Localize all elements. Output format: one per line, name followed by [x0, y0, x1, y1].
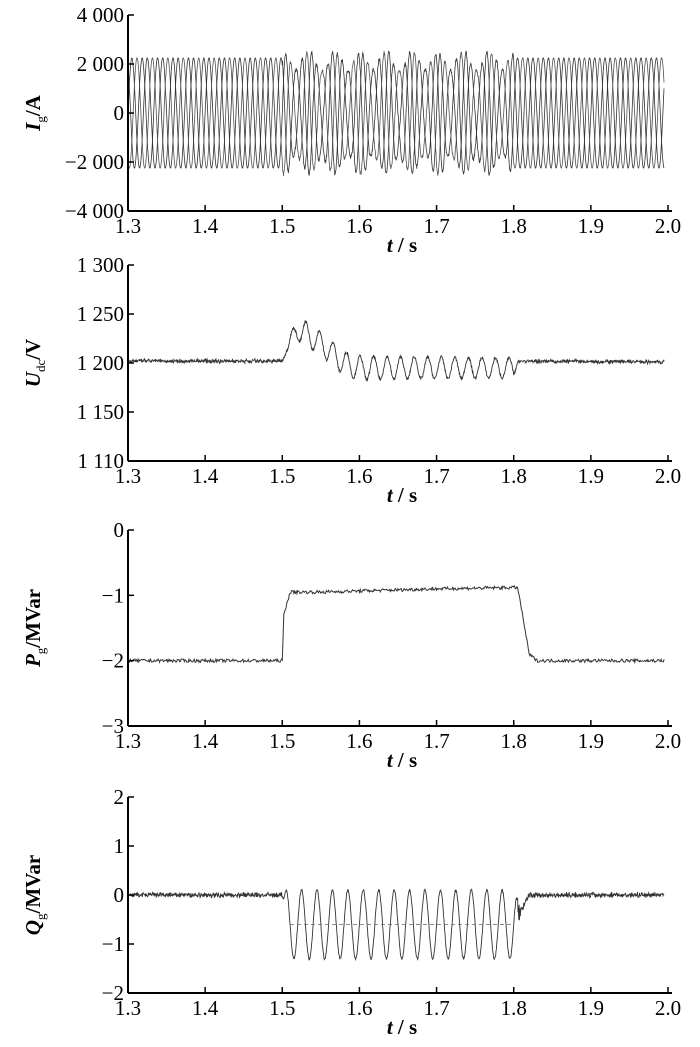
- x-label-symbol: t: [387, 748, 394, 772]
- y-tick-label: −2: [102, 981, 124, 1005]
- x-tick-label: 1.7: [423, 729, 449, 753]
- y-label-subscript: g: [33, 116, 48, 123]
- x-tick-label: 1.7: [423, 996, 449, 1020]
- x-label-symbol: t: [387, 233, 394, 257]
- x-tick-label: 2.0: [655, 729, 681, 753]
- x-tick-label: 1.8: [501, 729, 527, 753]
- x-tick-label: 1.4: [192, 996, 219, 1020]
- y-label-subscript: g: [33, 647, 48, 654]
- y-tick-label: 1: [114, 834, 125, 858]
- x-axis-label: t / s: [387, 483, 417, 507]
- y-label-subscript: g: [33, 913, 48, 920]
- x-axis-label: t / s: [387, 1015, 417, 1039]
- y-tick-label: 0: [114, 101, 125, 125]
- y-axis-label: Pg/MVar: [21, 589, 48, 668]
- y-tick-label: 0: [114, 883, 125, 907]
- x-tick-label: 1.8: [501, 214, 527, 238]
- y-tick-label: 1 110: [78, 449, 124, 473]
- y-label-unit: /MVar: [21, 855, 45, 915]
- x-tick-label: 1.6: [346, 729, 372, 753]
- y-tick-label: 1 300: [77, 253, 124, 277]
- x-tick-label: 1.7: [423, 464, 449, 488]
- x-tick-label: 2.0: [655, 996, 681, 1020]
- x-label-unit: / s: [393, 748, 418, 772]
- x-tick-label: 2.0: [655, 214, 681, 238]
- x-tick-label: 1.5: [269, 729, 295, 753]
- subplot-3: 0 −1 −2 −31.3 1.4 1.5 1.6 1.7 1.8 1.9 2.0 t / s Pg/M…: [21, 518, 681, 772]
- x-label-symbol: t: [387, 483, 394, 507]
- x-tick-label: 1.8: [501, 996, 527, 1020]
- y-tick-label: −2: [102, 649, 124, 673]
- y-tick-label: 4 000: [77, 3, 124, 27]
- x-axis-label: t / s: [387, 233, 417, 257]
- x-tick-label: 1.4: [192, 729, 219, 753]
- x-tick-label: 1.3: [115, 464, 141, 488]
- trace: [127, 584, 665, 665]
- x-tick-label: 1.4: [192, 464, 219, 488]
- y-tick-label: 1 150: [77, 400, 124, 424]
- y-label-unit: /A: [21, 94, 45, 117]
- trace-phase-1: [127, 50, 665, 177]
- x-tick-label: 1.6: [346, 214, 372, 238]
- x-tick-label: 1.6: [346, 464, 372, 488]
- x-tick-label: 1.5: [269, 214, 295, 238]
- y-axis-label: Qg/MVar: [21, 855, 48, 935]
- y-tick-label: −4 000: [65, 199, 124, 223]
- y-tick-label: −2 000: [65, 150, 124, 174]
- x-tick-label: 2.0: [655, 464, 681, 488]
- x-tick-label: 1.7: [423, 214, 449, 238]
- y-tick-label: −3: [102, 714, 124, 738]
- y-tick-label: −1: [102, 932, 124, 956]
- x-tick-label: 1.3: [115, 214, 141, 238]
- x-tick-label: 1.9: [578, 214, 604, 238]
- y-axis-label: Udc/V: [21, 339, 48, 387]
- y-label-symbol: U: [21, 370, 45, 387]
- y-label-subscript: dc: [33, 360, 48, 373]
- trace-phase-2: [127, 50, 665, 177]
- x-tick-label: 1.4: [192, 214, 219, 238]
- y-label-symbol: P: [21, 654, 45, 668]
- x-tick-label: 1.9: [578, 996, 604, 1020]
- x-tick-label: 1.3: [115, 729, 141, 753]
- x-tick-label: 1.6: [346, 996, 372, 1020]
- x-tick-label: 1.9: [578, 729, 604, 753]
- y-tick-label: −1: [102, 583, 124, 607]
- trace: [127, 888, 665, 962]
- y-tick-label: 1 200: [77, 351, 124, 375]
- subplot-4: 2 1 0 −1 −21.3 1.4 1.5 1.6 1.7 1.8 1.9 2.0 t / s Qg/M…: [21, 785, 681, 1039]
- x-tick-label: 1.9: [578, 464, 604, 488]
- x-tick-label: 1.8: [501, 464, 527, 488]
- y-tick-label: 2: [114, 785, 125, 809]
- y-label-symbol: Q: [21, 920, 45, 935]
- trace-phase-3: [127, 50, 665, 177]
- y-label-unit: /V: [21, 339, 45, 361]
- y-axis-label: Ig/A: [21, 94, 48, 132]
- x-tick-label: 1.5: [269, 996, 295, 1020]
- y-tick-label: 0: [114, 518, 125, 542]
- x-label-unit: / s: [393, 233, 418, 257]
- x-tick-label: 1.3: [115, 996, 141, 1020]
- y-tick-label: 2 000: [77, 52, 124, 76]
- x-axis-label: t / s: [387, 748, 417, 772]
- x-label-symbol: t: [387, 1015, 394, 1039]
- x-tick-label: 1.5: [269, 464, 295, 488]
- trace: [127, 319, 665, 383]
- y-label-unit: /MVar: [21, 589, 45, 649]
- x-label-unit: / s: [393, 483, 418, 507]
- x-label-unit: / s: [393, 1015, 418, 1039]
- y-label-symbol: I: [21, 122, 45, 132]
- y-tick-label: 1 250: [77, 302, 124, 326]
